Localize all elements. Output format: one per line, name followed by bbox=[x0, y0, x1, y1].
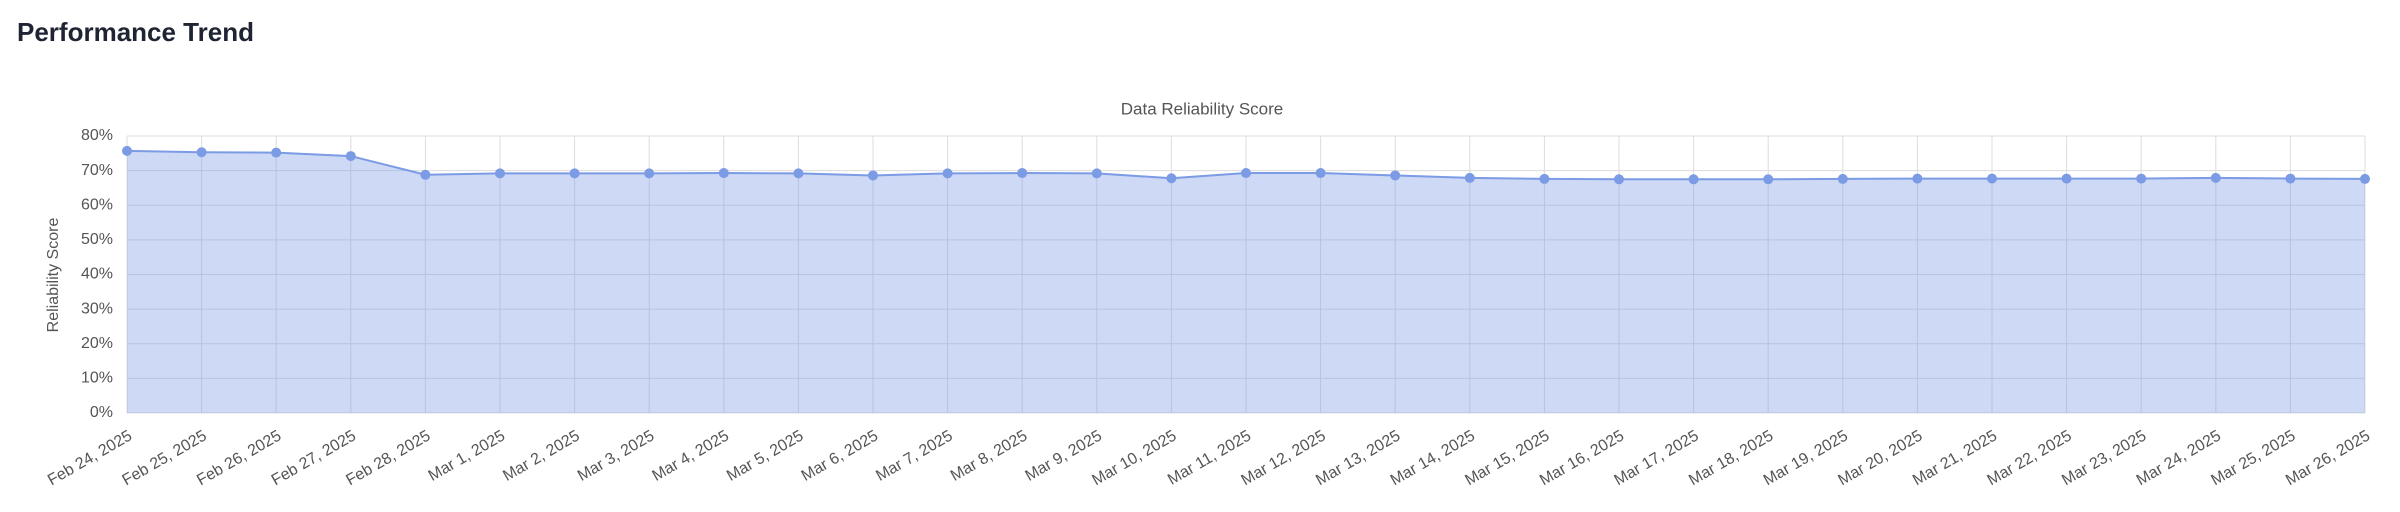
y-tick-label: 40% bbox=[81, 266, 113, 283]
point bbox=[1390, 170, 1401, 181]
point bbox=[1688, 174, 1699, 185]
x-tick-label: Feb 28, 2025 bbox=[343, 427, 433, 489]
point bbox=[644, 168, 655, 179]
x-tick-label: Mar 6, 2025 bbox=[799, 427, 882, 484]
point bbox=[2210, 172, 2221, 183]
point bbox=[1912, 173, 1923, 184]
point bbox=[1017, 168, 1028, 179]
point bbox=[1166, 173, 1177, 184]
point bbox=[196, 147, 207, 158]
x-tick-label: Mar 5, 2025 bbox=[724, 427, 807, 484]
point bbox=[1091, 168, 1102, 179]
area bbox=[127, 150, 2365, 414]
point bbox=[495, 168, 505, 179]
y-axis-label: Reliability Score bbox=[45, 218, 62, 333]
y-tick-label: 10% bbox=[81, 370, 113, 387]
page-title: Performance Trend bbox=[17, 17, 254, 47]
point bbox=[1241, 168, 1251, 179]
y-tick-label: 80% bbox=[81, 127, 113, 144]
x-tick-label: Mar 7, 2025 bbox=[873, 427, 956, 484]
point bbox=[271, 147, 282, 158]
x-tick-label: Mar 4, 2025 bbox=[649, 427, 732, 484]
point bbox=[868, 170, 878, 181]
point bbox=[1614, 174, 1624, 185]
chart-title: Data Reliability Score bbox=[1121, 99, 1284, 118]
point bbox=[122, 145, 132, 156]
point bbox=[1837, 173, 1848, 184]
point bbox=[793, 168, 804, 179]
y-tick-label: 60% bbox=[81, 196, 113, 213]
x-tick-label: Mar 2, 2025 bbox=[500, 427, 583, 484]
y-tick-label: 50% bbox=[81, 231, 113, 248]
point bbox=[1315, 168, 1326, 179]
x-tick-label: Mar 3, 2025 bbox=[575, 427, 658, 484]
point bbox=[2360, 173, 2370, 184]
y-tick-label: 0% bbox=[90, 404, 113, 421]
x-tick-label: Mar 26, 2025 bbox=[2283, 427, 2373, 489]
point bbox=[1763, 174, 1774, 185]
y-tick-label: 30% bbox=[81, 300, 113, 317]
point bbox=[569, 168, 580, 179]
point bbox=[420, 169, 431, 180]
point bbox=[345, 151, 356, 162]
point bbox=[1464, 172, 1475, 183]
y-tick-label: 70% bbox=[81, 162, 113, 179]
point bbox=[2285, 173, 2296, 184]
point bbox=[2061, 173, 2072, 184]
point bbox=[1987, 173, 1997, 184]
x-tick-label: Mar 8, 2025 bbox=[948, 427, 1031, 484]
point bbox=[2136, 173, 2147, 184]
x-tick-label: Mar 10, 2025 bbox=[1089, 427, 1179, 489]
point bbox=[1539, 173, 1550, 184]
point bbox=[718, 168, 729, 179]
y-tick-label: 20% bbox=[81, 335, 113, 352]
x-tick-label: Mar 1, 2025 bbox=[426, 427, 509, 484]
point bbox=[942, 168, 953, 179]
